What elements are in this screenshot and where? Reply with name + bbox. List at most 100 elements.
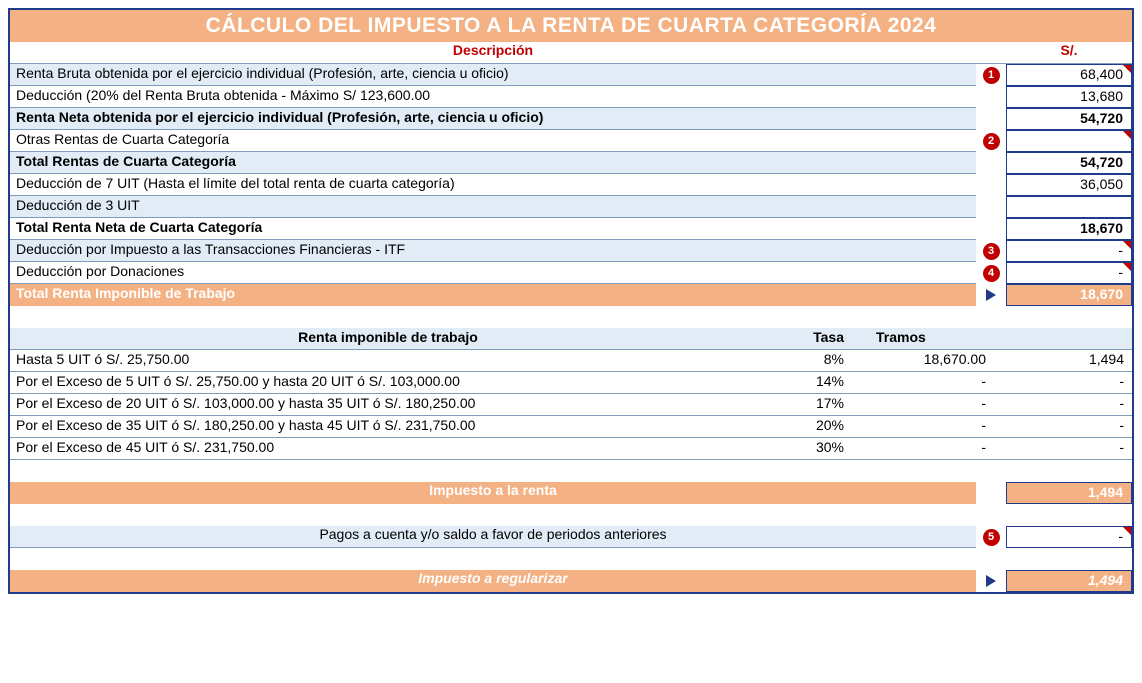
badge-col: 5 — [976, 526, 1006, 548]
bracket-tax: - — [1006, 416, 1132, 437]
row-desc: Renta Neta obtenida por el ejercicio ind… — [10, 108, 976, 130]
bracket-rate: 30% — [766, 438, 856, 459]
bracket-amount: - — [856, 394, 1006, 415]
page-title: CÁLCULO DEL IMPUESTO A LA RENTA DE CUART… — [10, 10, 1132, 42]
bracket-tax: - — [1006, 438, 1132, 459]
bracket-amount: - — [856, 372, 1006, 393]
badge-col — [976, 218, 1006, 240]
spacer — [10, 460, 1132, 482]
badge-col — [976, 86, 1006, 108]
row-desc: Deducción de 3 UIT — [10, 196, 976, 218]
bracket-row: Por el Exceso de 35 UIT ó S/. 180,250.00… — [10, 416, 1132, 438]
bracket-rate: 8% — [766, 350, 856, 371]
brackets-header-value — [1006, 328, 1132, 349]
bracket-desc: Por el Exceso de 20 UIT ó S/. 103,000.00… — [10, 394, 766, 415]
total-taxable-value: 18,670 — [1006, 284, 1132, 306]
badge-col: 1 — [976, 64, 1006, 86]
spacer — [10, 306, 1132, 328]
row-desc: Total Rentas de Cuarta Categoría — [10, 152, 976, 174]
income-tax-value: 1,494 — [1006, 482, 1132, 504]
input-badge-2: 2 — [983, 133, 1000, 150]
table-row: Total Renta Neta de Cuarta Categoría 18,… — [10, 218, 1132, 240]
income-tax-label: Impuesto a la renta — [10, 482, 976, 504]
bracket-desc: Por el Exceso de 45 UIT ó S/. 231,750.00 — [10, 438, 766, 459]
row-desc: Deducción (20% del Renta Bruta obtenida … — [10, 86, 976, 108]
row-desc: Deducción por Donaciones — [10, 262, 976, 284]
table-row: Deducción por Donaciones 4 - — [10, 262, 1132, 284]
bracket-desc: Hasta 5 UIT ó S/. 25,750.00 — [10, 350, 766, 371]
bracket-row: Por el Exceso de 45 UIT ó S/. 231,750.00… — [10, 438, 1132, 460]
input-badge-1: 1 — [983, 67, 1000, 84]
badge-col — [976, 196, 1006, 218]
row-value[interactable] — [1006, 130, 1132, 152]
bracket-amount: - — [856, 416, 1006, 437]
payments-value[interactable]: - — [1006, 526, 1132, 548]
badge-col: 4 — [976, 262, 1006, 284]
arrow-col — [976, 284, 1006, 306]
bracket-tax: - — [1006, 372, 1132, 393]
row-value[interactable]: 68,400 — [1006, 64, 1132, 86]
brackets-header-desc: Renta imponible de trabajo — [10, 328, 766, 349]
table-row: Otras Rentas de Cuarta Categoría 2 — [10, 130, 1132, 152]
brackets-header-tramos: Tramos — [856, 328, 1006, 349]
spacer — [976, 482, 1006, 504]
row-value: 18,670 — [1006, 218, 1132, 240]
row-value: 54,720 — [1006, 108, 1132, 130]
arrow-right-icon — [986, 575, 996, 587]
badge-col — [976, 174, 1006, 196]
spacer — [10, 548, 1132, 570]
bracket-tax: - — [1006, 394, 1132, 415]
table-row: Deducción por Impuesto a las Transaccion… — [10, 240, 1132, 262]
total-taxable-row: Total Renta Imponible de Trabajo 18,670 — [10, 284, 1132, 306]
regularize-row: Impuesto a regularizar 1,494 — [10, 570, 1132, 592]
badge-col — [976, 108, 1006, 130]
spacer — [10, 504, 1132, 526]
regularize-label: Impuesto a regularizar — [10, 570, 976, 592]
header-value: S/. — [1006, 42, 1132, 64]
regularize-value: 1,494 — [1006, 570, 1132, 592]
bracket-desc: Por el Exceso de 35 UIT ó S/. 180,250.00… — [10, 416, 766, 437]
row-desc: Deducción por Impuesto a las Transaccion… — [10, 240, 976, 262]
tax-calc-sheet: CÁLCULO DEL IMPUESTO A LA RENTA DE CUART… — [8, 8, 1134, 594]
brackets-header: Renta imponible de trabajo Tasa Tramos — [10, 328, 1132, 350]
header-description: Descripción — [10, 42, 976, 64]
badge-col: 3 — [976, 240, 1006, 262]
row-desc: Deducción de 7 UIT (Hasta el límite del … — [10, 174, 976, 196]
payments-row: Pagos a cuenta y/o saldo a favor de peri… — [10, 526, 1132, 548]
row-desc: Total Renta Neta de Cuarta Categoría — [10, 218, 976, 240]
header-spacer — [976, 42, 1006, 64]
bracket-amount: 18,670.00 — [856, 350, 1006, 371]
row-value[interactable]: - — [1006, 262, 1132, 284]
table-row: Deducción (20% del Renta Bruta obtenida … — [10, 86, 1132, 108]
income-tax-row: Impuesto a la renta 1,494 — [10, 482, 1132, 504]
arrow-right-icon — [986, 289, 996, 301]
bracket-row: Por el Exceso de 20 UIT ó S/. 103,000.00… — [10, 394, 1132, 416]
bracket-rate: 17% — [766, 394, 856, 415]
table-row: Renta Neta obtenida por el ejercicio ind… — [10, 108, 1132, 130]
row-value: 13,680 — [1006, 86, 1132, 108]
bracket-amount: - — [856, 438, 1006, 459]
bracket-rate: 20% — [766, 416, 856, 437]
brackets-header-rate: Tasa — [766, 328, 856, 349]
bracket-rate: 14% — [766, 372, 856, 393]
row-value: 54,720 — [1006, 152, 1132, 174]
row-value[interactable]: - — [1006, 240, 1132, 262]
payments-label: Pagos a cuenta y/o saldo a favor de peri… — [10, 526, 976, 548]
bracket-tax: 1,494 — [1006, 350, 1132, 371]
bracket-desc: Por el Exceso de 5 UIT ó S/. 25,750.00 y… — [10, 372, 766, 393]
column-headers: Descripción S/. — [10, 42, 1132, 64]
input-badge-3: 3 — [983, 243, 1000, 260]
arrow-col — [976, 570, 1006, 592]
input-badge-4: 4 — [983, 265, 1000, 282]
table-row: Renta Bruta obtenida por el ejercicio in… — [10, 64, 1132, 86]
table-row: Total Rentas de Cuarta Categoría 54,720 — [10, 152, 1132, 174]
input-badge-5: 5 — [983, 529, 1000, 546]
bracket-row: Por el Exceso de 5 UIT ó S/. 25,750.00 y… — [10, 372, 1132, 394]
total-taxable-label: Total Renta Imponible de Trabajo — [10, 284, 976, 306]
bracket-row: Hasta 5 UIT ó S/. 25,750.00 8% 18,670.00… — [10, 350, 1132, 372]
badge-col: 2 — [976, 130, 1006, 152]
table-row: Deducción de 3 UIT — [10, 196, 1132, 218]
row-desc: Otras Rentas de Cuarta Categoría — [10, 130, 976, 152]
badge-col — [976, 152, 1006, 174]
row-value — [1006, 196, 1132, 218]
